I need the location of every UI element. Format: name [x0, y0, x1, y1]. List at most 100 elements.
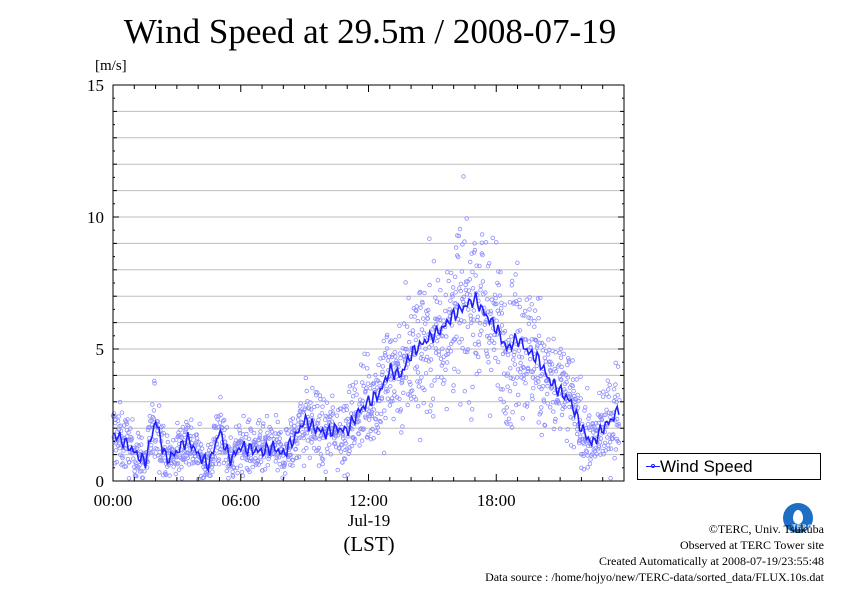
scatter-point	[514, 375, 520, 380]
scatter-point	[423, 346, 428, 352]
scatter-point	[384, 334, 389, 340]
scatter-point	[527, 339, 532, 344]
scatter-point	[519, 355, 525, 360]
scatter-point	[573, 404, 578, 410]
scatter-point	[316, 445, 322, 451]
scatter-point	[523, 381, 528, 386]
scatter-point	[126, 476, 132, 481]
scatter-point	[534, 363, 539, 369]
scatter-point	[150, 449, 156, 455]
scatter-point	[370, 426, 375, 432]
scatter-point	[522, 313, 527, 318]
scatter-point	[124, 421, 129, 427]
scatter-point	[567, 404, 572, 410]
scatter-point	[183, 460, 189, 465]
scatter-point	[303, 403, 308, 408]
scatter-point	[135, 430, 141, 436]
scatter-point	[453, 245, 459, 250]
scatter-point	[163, 471, 168, 477]
scatter-point	[295, 441, 300, 446]
scatter-point	[179, 435, 184, 440]
scatter-point	[329, 419, 335, 424]
scatter-point	[166, 460, 171, 465]
scatter-point	[467, 277, 472, 282]
scatter-point	[515, 367, 521, 372]
scatter-point	[114, 459, 119, 465]
scatter-point	[342, 438, 348, 444]
scatter-point	[549, 362, 555, 367]
scatter-point	[247, 469, 252, 474]
scatter-point	[570, 377, 576, 382]
scatter-point	[433, 346, 438, 351]
scatter-point	[585, 386, 590, 391]
scatter-point	[198, 442, 204, 447]
scatter-point	[217, 420, 223, 425]
scatter-point	[612, 456, 617, 461]
scatter-point	[456, 233, 461, 239]
scatter-point	[586, 443, 591, 449]
scatter-point	[575, 405, 581, 410]
scatter-point	[359, 401, 364, 406]
scatter-point	[459, 269, 465, 274]
scatter-point	[575, 392, 580, 398]
scatter-point	[518, 369, 523, 375]
scatter-point	[155, 446, 160, 452]
scatter-point	[383, 415, 388, 421]
scatter-point	[309, 412, 315, 418]
scatter-point	[403, 375, 409, 380]
scatter-point	[546, 352, 551, 357]
scatter-point	[523, 308, 528, 314]
y-tick-labels: 0 5 10 15	[87, 76, 104, 491]
scatter-point	[492, 332, 497, 338]
scatter-point	[161, 423, 166, 429]
scatter-point	[602, 440, 608, 446]
scatter-point	[265, 463, 270, 468]
scatter-point	[597, 390, 602, 396]
scatter-point	[364, 386, 369, 391]
scatter-point	[132, 469, 137, 474]
scatter-point	[262, 467, 268, 472]
scatter-point	[520, 313, 525, 318]
scatter-point	[445, 351, 451, 357]
scatter-point	[127, 459, 132, 465]
scatter-point	[566, 360, 572, 365]
scatter-point	[431, 414, 436, 419]
scatter-point	[256, 462, 261, 467]
scatter-point	[342, 456, 348, 462]
scatter-point	[531, 386, 536, 391]
scatter-point	[345, 472, 350, 477]
scatter-point	[570, 383, 575, 389]
scatter-point	[477, 263, 482, 269]
scatter-point	[382, 408, 387, 413]
scatter-point	[220, 418, 226, 424]
scatter-point	[552, 419, 558, 424]
scatter-point	[574, 431, 580, 437]
scatter-point	[517, 304, 522, 310]
scatter-point	[565, 427, 570, 432]
scatter-point	[264, 413, 270, 419]
scatter-point	[614, 399, 619, 405]
scatter-point	[488, 333, 493, 338]
scatter-point	[507, 300, 512, 305]
scatter-point	[186, 424, 191, 429]
scatter-point	[248, 456, 254, 461]
scatter-point	[493, 355, 498, 361]
scatter-point	[237, 428, 242, 433]
scatter-point	[583, 405, 588, 410]
scatter-point	[142, 469, 147, 474]
scatter-point	[466, 307, 471, 312]
scatter-point	[489, 338, 495, 343]
scatter-point	[288, 462, 293, 468]
mean-line-group	[112, 292, 620, 474]
scatter-point	[464, 216, 469, 221]
scatter-point	[116, 441, 122, 446]
scatter-point	[402, 346, 408, 352]
copyright-text: ©TERC, Univ. Tsukuba	[708, 522, 824, 536]
scatter-point	[520, 416, 525, 421]
scatter-point	[124, 434, 130, 439]
scatter-point	[573, 403, 578, 408]
scatter-point	[338, 449, 344, 454]
scatter-point	[448, 270, 454, 276]
scatter-point	[453, 274, 458, 279]
scatter-point	[465, 347, 471, 352]
